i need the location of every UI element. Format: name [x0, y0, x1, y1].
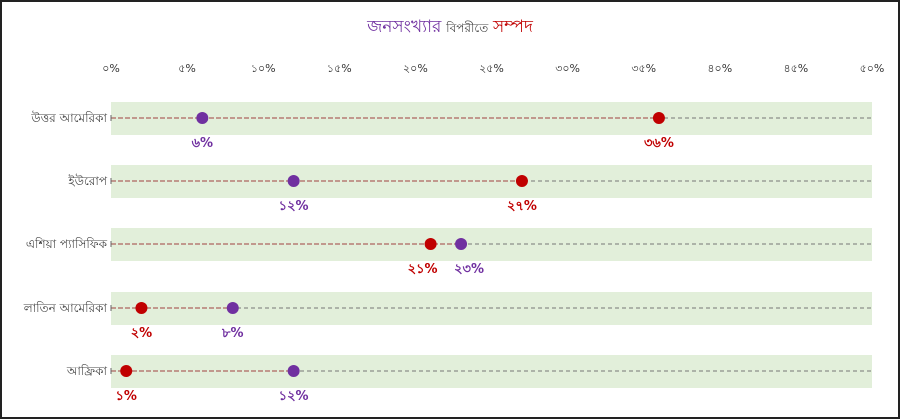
dot-wealth: [135, 302, 148, 314]
data-label: ২১%: [408, 262, 438, 277]
data-label: ১২%: [279, 199, 309, 214]
x-tick-label: ০%: [102, 62, 120, 75]
dot-wealth: [424, 238, 437, 250]
chart-title: জনসংখ্যার বিপরীতে সম্পদ: [2, 14, 898, 42]
data-label: ৮%: [221, 326, 243, 341]
category-label: লাতিন আমেরিকা: [23, 301, 108, 315]
x-tick-label: ৩৫%: [631, 62, 656, 75]
data-label: ২%: [131, 326, 152, 341]
data-label: ১%: [115, 389, 136, 404]
title-population: জনসংখ্যার: [367, 17, 442, 37]
dot-wealth: [515, 175, 528, 187]
data-label: ৬%: [192, 136, 213, 151]
title-wealth: সম্পদ: [493, 17, 533, 37]
dot-population: [287, 365, 300, 377]
x-tick-label: ১০%: [251, 62, 276, 75]
x-tick-label: ১৫%: [327, 62, 352, 75]
dot-wealth: [652, 112, 665, 124]
x-tick-label: ৫০%: [860, 62, 885, 75]
data-label: ১২%: [279, 389, 309, 404]
data-label: ২৭%: [507, 199, 537, 214]
dot-population: [226, 302, 239, 314]
x-tick-label: ২০%: [403, 62, 428, 75]
x-tick-label: ২৫%: [479, 62, 504, 75]
data-label: ৩৬%: [644, 136, 674, 151]
dot-population: [287, 175, 300, 187]
dot-wealth: [120, 365, 133, 377]
dot-population: [455, 238, 468, 250]
title-versus: বিপরীতে: [446, 21, 489, 35]
dot-population: [196, 112, 209, 124]
data-label: ২৩%: [454, 262, 484, 277]
x-tick-label: ৫%: [178, 62, 196, 75]
category-label: আফ্রিকা: [66, 364, 108, 378]
x-tick-label: ৪৫%: [784, 62, 809, 75]
category-label: এশিয়া প্যাসিফিক: [26, 237, 108, 251]
category-label: উত্তর আমেরিকা: [30, 111, 107, 125]
x-tick-label: ৪০%: [707, 62, 732, 75]
category-label: ইউরোপ: [67, 174, 107, 188]
x-tick-label: ৩০%: [555, 62, 580, 75]
